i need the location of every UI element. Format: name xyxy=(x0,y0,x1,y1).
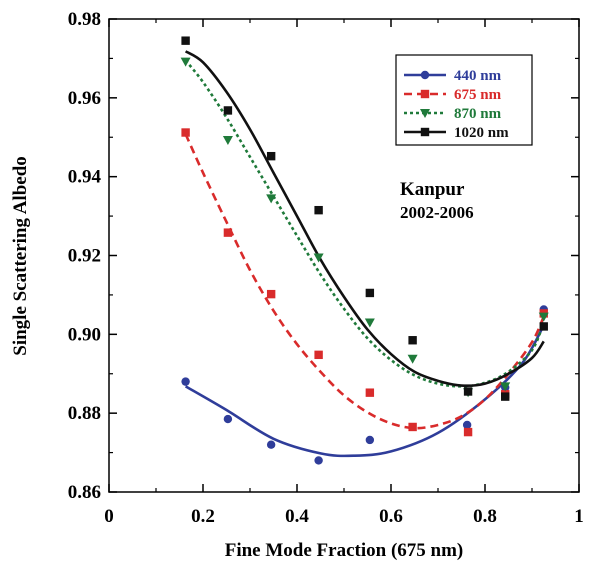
location-annotation: Kanpur xyxy=(400,179,465,200)
y-tick-label: 0.88 xyxy=(68,403,101,424)
data-point-440-nm xyxy=(365,435,375,445)
legend-box xyxy=(395,54,533,146)
x-tick-label: 1 xyxy=(574,506,584,527)
x-tick-label: 0.8 xyxy=(473,506,497,527)
data-point-1020-nm xyxy=(266,151,276,161)
data-point-675-nm xyxy=(365,388,375,397)
legend-marker xyxy=(420,127,430,137)
data-point-440-nm xyxy=(181,377,190,386)
data-point-440-nm xyxy=(314,456,323,465)
y-tick-label: 0.90 xyxy=(68,324,101,345)
data-point-1020-nm xyxy=(539,322,548,331)
data-point-1020-nm xyxy=(501,392,510,401)
data-point-1020-nm xyxy=(365,288,375,298)
x-tick-label: 0.4 xyxy=(285,506,309,527)
x-tick-label: 0.6 xyxy=(379,506,403,527)
data-point-1020-nm xyxy=(408,336,417,345)
legend: 440 nm 675 nm 870 nm 1020 nm xyxy=(395,54,533,146)
data-point-440-nm xyxy=(462,420,472,430)
y-tick-label: 0.94 xyxy=(68,167,102,188)
data-point-675-nm xyxy=(181,128,190,137)
x-tick-label: 0 xyxy=(104,506,114,527)
period-annotation: 2002-2006 xyxy=(400,203,474,222)
data-point-870-nm xyxy=(266,194,277,204)
data-point-675-nm xyxy=(463,427,473,437)
data-points xyxy=(180,36,549,465)
data-point-870-nm xyxy=(222,136,233,146)
data-point-870-nm xyxy=(364,318,375,328)
data-point-1020-nm xyxy=(463,387,473,396)
data-point-440-nm xyxy=(266,440,276,449)
data-point-870-nm xyxy=(180,57,191,67)
data-point-870-nm xyxy=(313,253,324,263)
fit-line-870-nm xyxy=(184,59,545,388)
data-point-675-nm xyxy=(266,289,276,299)
y-tick-label: 0.98 xyxy=(68,9,101,30)
data-point-1020-nm xyxy=(223,106,233,115)
legend-marker xyxy=(420,109,430,118)
data-point-870-nm xyxy=(407,354,418,364)
fit-line-1020-nm xyxy=(184,50,545,388)
y-tick-label: 0.96 xyxy=(68,88,101,109)
data-point-1020-nm xyxy=(181,36,190,45)
legend-label: 1020 nm xyxy=(454,125,509,141)
legend-label: 440 nm xyxy=(454,68,502,84)
legend-marker xyxy=(420,89,430,99)
x-tick-label: 0.2 xyxy=(191,506,215,527)
legend-marker xyxy=(420,70,430,80)
fit-line-675-nm xyxy=(184,133,545,430)
y-axis-title: Single Scattering Albedo xyxy=(10,156,31,356)
data-point-675-nm xyxy=(408,422,417,432)
data-point-870-nm xyxy=(538,312,549,322)
data-point-1020-nm xyxy=(314,205,323,215)
fit-line-440-nm xyxy=(184,324,545,458)
y-tick-label: 0.86 xyxy=(68,482,101,503)
data-point-675-nm xyxy=(223,228,233,237)
data-point-870-nm xyxy=(500,382,511,392)
axis-ticks: 0 0.2 0.4 0.6 0.8 1 0.86 0.88 0.90 0.92 0.94 0.96 0.… xyxy=(68,9,584,527)
legend-label: 675 nm xyxy=(454,87,502,103)
legend-label: 870 nm xyxy=(454,106,502,122)
fit-lines xyxy=(184,50,545,458)
y-tick-label: 0.92 xyxy=(68,246,101,267)
x-axis-title: Fine Mode Fraction (675 nm) xyxy=(225,540,464,561)
data-point-440-nm xyxy=(223,414,233,424)
data-point-675-nm xyxy=(314,350,323,360)
